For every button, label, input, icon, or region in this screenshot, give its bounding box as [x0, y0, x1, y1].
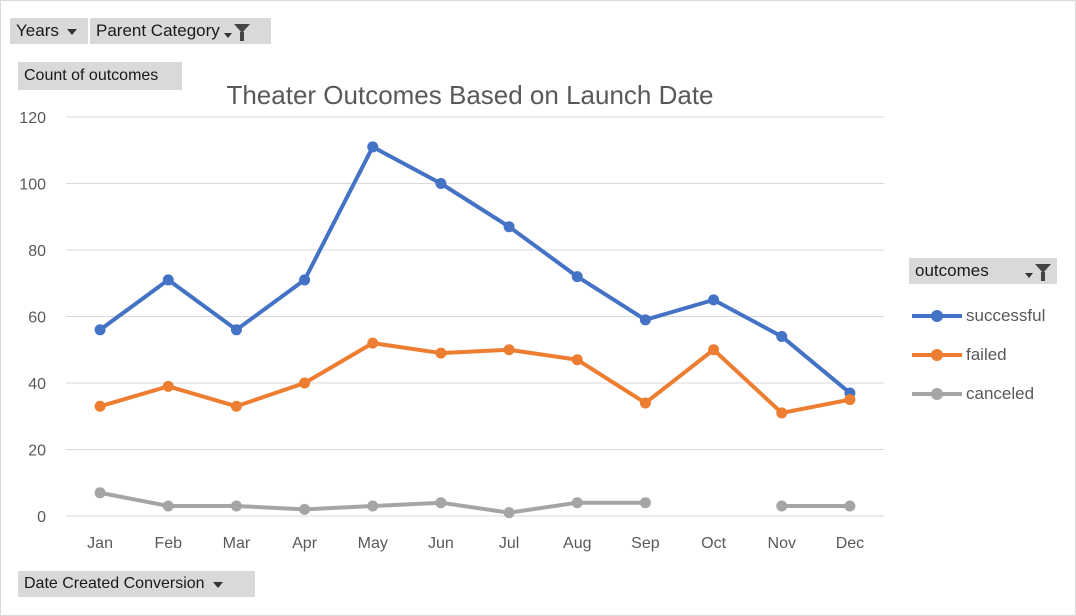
legend-label-canceled: canceled: [966, 383, 1035, 403]
data-point[interactable]: [367, 500, 379, 512]
data-point[interactable]: [503, 507, 515, 519]
data-point[interactable]: [708, 294, 720, 306]
data-point[interactable]: [94, 487, 106, 499]
series-failed: [94, 337, 856, 419]
data-point[interactable]: [571, 271, 583, 283]
y-tick-label: 20: [28, 443, 46, 460]
x-tick-label: Mar: [223, 535, 251, 552]
data-point[interactable]: [503, 221, 515, 233]
legend-item-failed[interactable]: failed: [912, 335, 1045, 374]
y-tick-label: 0: [37, 509, 46, 526]
data-point[interactable]: [708, 344, 720, 356]
y-tick-label: 80: [28, 243, 46, 260]
chevron-down-icon: [1025, 272, 1033, 278]
data-point[interactable]: [162, 380, 174, 392]
filter-icon: [1035, 263, 1051, 281]
data-point[interactable]: [367, 141, 379, 153]
chart-title: Theater Outcomes Based on Launch Date: [226, 80, 713, 110]
data-point[interactable]: [435, 347, 447, 359]
legend-item-canceled[interactable]: canceled: [912, 374, 1045, 413]
chart-legend: successful failed canceled: [912, 296, 1045, 413]
data-point[interactable]: [230, 500, 242, 512]
data-point[interactable]: [94, 400, 106, 412]
data-point[interactable]: [639, 397, 651, 409]
years-filter-button[interactable]: Years: [10, 18, 88, 44]
x-tick-label: Oct: [701, 535, 726, 552]
values-field-button[interactable]: Count of outcomes: [18, 62, 182, 90]
data-point[interactable]: [299, 274, 311, 286]
outcomes-filter-controls: [1021, 263, 1051, 281]
legend-label-successful: successful: [966, 305, 1046, 325]
date-created-axis-label: Date Created Conversion: [24, 575, 205, 592]
data-point[interactable]: [844, 394, 856, 406]
data-point[interactable]: [230, 324, 242, 336]
x-tick-label: May: [358, 535, 388, 552]
date-created-axis-button[interactable]: Date Created Conversion: [18, 571, 255, 597]
series-successful: [94, 141, 856, 399]
data-point[interactable]: [162, 500, 174, 512]
x-tick-label: Apr: [292, 535, 318, 552]
chart-gridlines: [66, 116, 884, 517]
filter-icon: [233, 23, 250, 41]
data-point[interactable]: [844, 500, 856, 512]
legend-item-successful[interactable]: successful: [912, 296, 1045, 335]
legend-swatch-failed: [912, 348, 962, 361]
data-point[interactable]: [503, 344, 515, 356]
data-point[interactable]: [435, 178, 447, 189]
data-point[interactable]: [639, 314, 651, 326]
legend-label-failed: failed: [966, 344, 1007, 364]
series-line: [98, 341, 852, 415]
series-line: [98, 144, 852, 395]
years-filter-label: Years: [16, 21, 59, 40]
x-tick-label: Aug: [563, 535, 591, 552]
data-point[interactable]: [776, 330, 788, 342]
chevron-down-icon: [223, 32, 232, 38]
outcomes-filter-label: outcomes: [915, 261, 989, 280]
y-tick-label: 60: [28, 310, 46, 327]
x-tick-label: Dec: [836, 535, 864, 552]
data-point[interactable]: [162, 274, 174, 286]
data-point[interactable]: [776, 500, 788, 512]
x-axis: Jan Feb Mar Apr May Jun Jul Aug Sep Oct Nov Dec: [87, 535, 864, 552]
data-point[interactable]: [435, 497, 447, 509]
data-point[interactable]: [94, 324, 106, 336]
data-point[interactable]: [571, 354, 583, 366]
parent-category-filter-label: Parent Category: [96, 21, 220, 40]
x-tick-label: Jul: [499, 535, 519, 552]
values-field-label: Count of outcomes: [24, 67, 159, 84]
y-axis: 0 20 40 60 80 100 120: [19, 110, 46, 526]
y-tick-label: 100: [19, 177, 46, 194]
chart-series: [94, 141, 856, 519]
legend-swatch-canceled: [912, 387, 962, 400]
data-point[interactable]: [571, 497, 583, 509]
x-tick-label: Sep: [631, 535, 660, 552]
legend-swatch-successful: [912, 309, 962, 322]
chevron-down-icon: [212, 582, 223, 588]
x-tick-label: Jun: [428, 535, 454, 552]
x-tick-label: Nov: [768, 535, 796, 552]
outcomes-filter-button[interactable]: outcomes: [909, 258, 1057, 284]
chevron-down-icon: [66, 29, 77, 35]
parent-category-filter-button[interactable]: Parent Category: [90, 18, 271, 44]
data-point[interactable]: [299, 377, 311, 389]
data-point[interactable]: [776, 407, 788, 419]
x-tick-label: Jan: [87, 535, 113, 552]
data-point[interactable]: [230, 400, 242, 412]
x-tick-label: Feb: [154, 535, 182, 552]
data-point[interactable]: [367, 337, 379, 349]
series-canceled: [94, 487, 856, 519]
y-tick-label: 40: [28, 376, 46, 393]
data-point[interactable]: [299, 503, 311, 515]
data-point[interactable]: [639, 497, 651, 509]
y-tick-label: 120: [19, 110, 46, 127]
